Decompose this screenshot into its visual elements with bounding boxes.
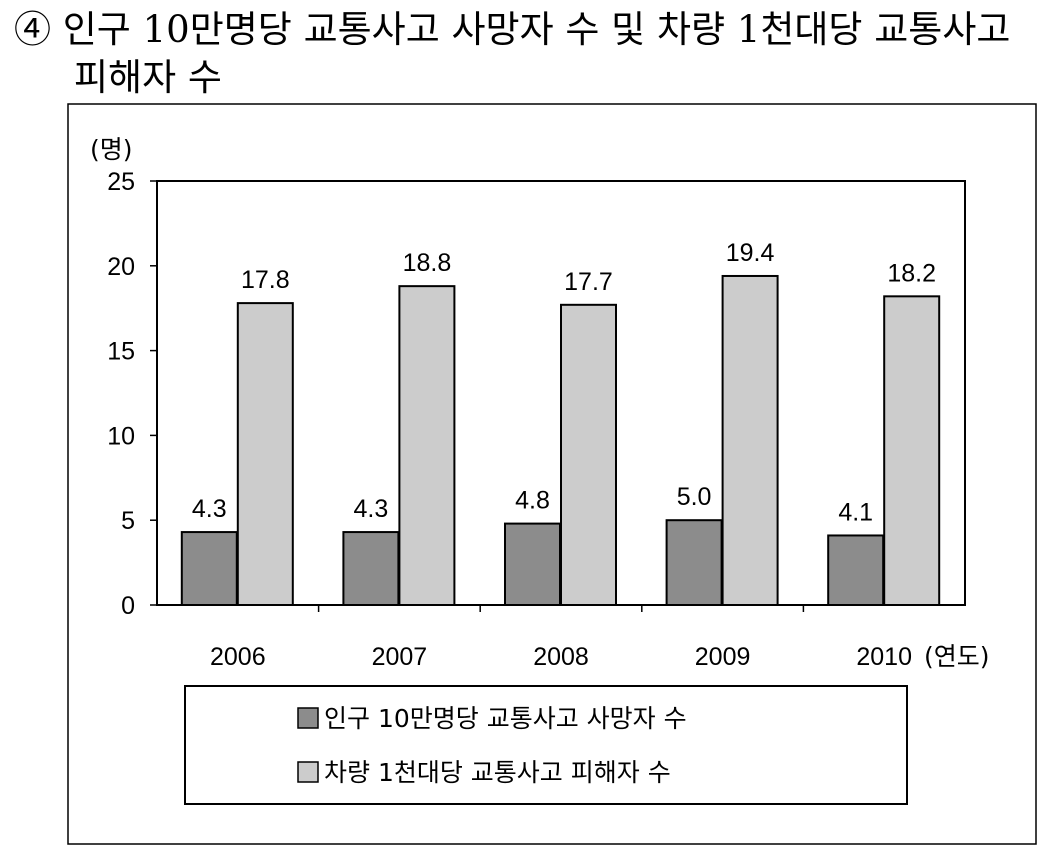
y-tick-label: 15 <box>107 338 135 366</box>
title-text-1: 인구 10만명당 교통사고 사망자 수 및 차량 1천대당 교통사고 <box>62 8 1011 51</box>
bar-deaths <box>504 522 561 606</box>
data-label: 5.0 <box>677 483 712 511</box>
bars-group: 4.3 17.8 4.3 18.8 4.8 17.7 5.0 19.4 4.1 18.2 <box>180 239 941 607</box>
data-label: 18.8 <box>403 249 452 277</box>
data-label: 18.2 <box>887 259 936 287</box>
legend-box <box>184 685 908 805</box>
y-tick-label: 25 <box>107 168 135 196</box>
x-tick-label: 2008 <box>533 643 589 671</box>
data-label: 4.1 <box>838 498 873 526</box>
y-ticks-group: 0 5 10 15 20 25 <box>107 168 805 620</box>
bar-deaths <box>665 519 723 607</box>
page-title: ④ 인구 10만명당 교통사고 사망자 수 및 차량 1천대당 교통사고 피해자… <box>14 6 1044 102</box>
data-label: 17.8 <box>241 266 290 294</box>
y-tick-label: 10 <box>107 422 135 450</box>
x-tick-label: 2009 <box>695 643 751 671</box>
data-label: 19.4 <box>726 239 775 267</box>
data-label: 4.8 <box>515 487 550 515</box>
legend-swatch-deaths <box>297 707 319 729</box>
legend-swatch-injuries <box>297 761 319 783</box>
legend-label-injuries: 차량 1천대당 교통사고 피해자 수 <box>324 758 671 787</box>
x-tick-label: 2007 <box>372 643 428 671</box>
title-line-1: ④ 인구 10만명당 교통사고 사망자 수 및 차량 1천대당 교통사고 <box>14 6 1044 54</box>
data-label: 4.3 <box>354 495 389 523</box>
bar-injuries <box>721 274 779 606</box>
bar-deaths <box>827 534 885 606</box>
bar-injuries <box>560 303 617 606</box>
data-label: 4.3 <box>192 495 227 523</box>
bar-injuries <box>398 285 456 606</box>
y-tick-label: 20 <box>107 253 135 281</box>
y-tick-label: 0 <box>121 592 135 620</box>
legend: 인구 10만명당 교통사고 사망자 수 차량 1천대당 교통사고 피해자 수 <box>184 685 908 805</box>
title-marker: ④ <box>14 8 51 51</box>
bar-deaths <box>180 531 238 607</box>
x-tick-label: 2006 <box>210 643 266 671</box>
bar-injuries <box>236 302 294 606</box>
outer-frame <box>67 103 1037 845</box>
data-label: 17.7 <box>564 268 613 296</box>
legend-label-deaths: 인구 10만명당 교통사고 사망자 수 <box>324 704 687 733</box>
y-tick-label: 5 <box>121 507 135 535</box>
x-unit-label: (연도) <box>924 642 990 671</box>
y-unit-label: (명) <box>90 135 133 164</box>
title-line-2: 피해자 수 <box>74 56 222 99</box>
bar-deaths <box>342 531 400 607</box>
x-labels-group: 2006 2007 2008 2009 2010 <box>210 643 912 671</box>
x-tick-label: 2010 <box>856 643 912 671</box>
bar-injuries <box>883 295 941 606</box>
